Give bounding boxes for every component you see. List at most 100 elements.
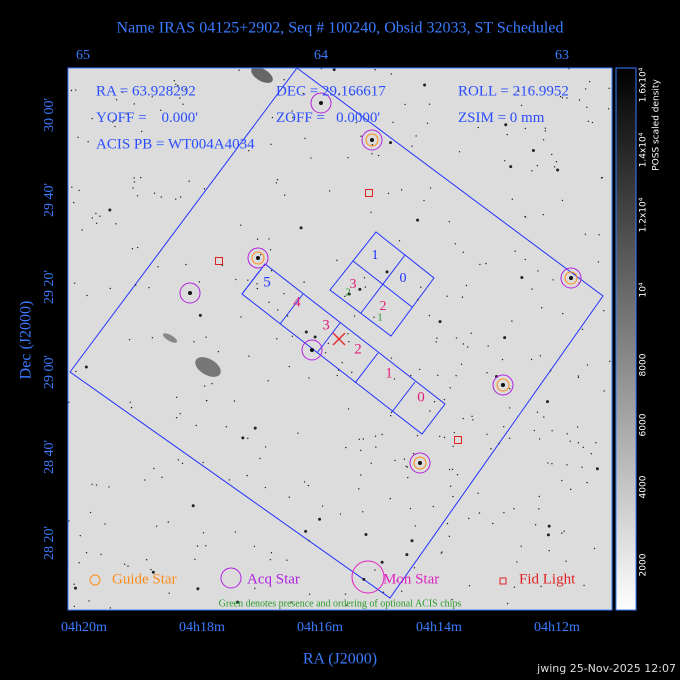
star-dot xyxy=(304,330,308,334)
star-dot xyxy=(520,545,522,547)
star-dot xyxy=(403,458,406,460)
star-dot xyxy=(412,452,415,455)
chip-label: 0 xyxy=(400,271,407,286)
star-dot xyxy=(438,320,442,324)
star-dot xyxy=(603,390,605,392)
star-dot xyxy=(411,145,413,147)
star-dot xyxy=(332,68,336,72)
star-dot xyxy=(400,590,403,592)
star-dot xyxy=(539,355,542,357)
star-dot xyxy=(151,570,155,574)
star-dot xyxy=(462,343,465,345)
star-dot xyxy=(381,433,383,436)
star-dot xyxy=(456,473,459,476)
star-dot xyxy=(586,481,588,484)
star-dot xyxy=(336,374,338,377)
star-dot xyxy=(551,153,553,156)
star-dot xyxy=(304,137,306,140)
star-dot xyxy=(193,341,195,343)
star-dot xyxy=(362,438,365,440)
star-dot xyxy=(586,364,589,366)
star-dot xyxy=(198,313,202,317)
star-dot xyxy=(111,121,114,123)
star-dot xyxy=(74,586,78,590)
star-dot xyxy=(324,352,327,354)
star-dot xyxy=(276,179,279,181)
star-dot xyxy=(513,507,515,510)
guide-star xyxy=(496,378,510,392)
chip-label: 2 xyxy=(380,299,387,314)
star-dot xyxy=(578,99,581,101)
star-dot xyxy=(486,372,488,374)
star-dot xyxy=(520,276,524,280)
star-dot xyxy=(299,226,303,230)
star-dot xyxy=(78,189,80,192)
legend-label: Mon Star xyxy=(383,571,439,587)
top-tick-label: 64 xyxy=(314,48,328,63)
star-dot xyxy=(256,238,259,240)
star-dot xyxy=(348,340,350,343)
star-dot xyxy=(347,408,350,410)
star-dot xyxy=(547,462,549,464)
star-dot xyxy=(115,99,118,101)
star-dot xyxy=(89,511,92,514)
star-dot xyxy=(344,295,346,298)
star-dot xyxy=(347,292,351,296)
bottom-tick-label: 04h12m xyxy=(534,620,580,635)
star-dot xyxy=(448,221,450,223)
star-dot xyxy=(203,385,206,387)
star-dot xyxy=(132,187,134,189)
star-dot xyxy=(86,294,88,297)
star-dot xyxy=(435,341,437,343)
star-dot xyxy=(583,584,585,587)
star-dot xyxy=(566,433,568,435)
info-text: DEC = 29.166617 xyxy=(276,83,386,99)
star-dot xyxy=(140,176,142,179)
star-dot xyxy=(503,511,505,514)
star-dot xyxy=(161,476,163,479)
star-dot xyxy=(454,243,457,245)
star-dot xyxy=(569,440,571,442)
star-dot xyxy=(556,168,560,172)
star-dot xyxy=(78,562,80,564)
star-dot xyxy=(133,181,136,183)
star-dot xyxy=(538,438,541,440)
star-dot xyxy=(144,479,146,481)
star-dot xyxy=(506,602,509,605)
star-dot xyxy=(547,524,551,528)
star-dot xyxy=(503,426,505,428)
star-dot xyxy=(389,497,391,500)
star-dot xyxy=(436,337,438,339)
star-dot xyxy=(405,553,409,557)
star-dot xyxy=(569,276,573,280)
star-dot xyxy=(157,265,159,268)
colorbar-tick-label: 8000 xyxy=(639,353,649,376)
star-dot xyxy=(254,587,256,590)
legend-label: Acq Star xyxy=(247,571,300,587)
star-dot xyxy=(446,522,449,525)
star-dot xyxy=(400,189,403,191)
star-dot xyxy=(264,446,267,448)
star-dot xyxy=(524,216,527,218)
chip-label: 1 xyxy=(372,248,379,263)
star-dot xyxy=(503,160,506,162)
star-dot xyxy=(95,222,98,224)
star-dot xyxy=(351,371,353,374)
star-dot xyxy=(283,293,285,295)
star-dot xyxy=(565,560,567,562)
star-dot xyxy=(358,287,362,291)
left-tick-label: 30 00' xyxy=(42,98,57,132)
star-dot xyxy=(418,461,422,465)
star-dot xyxy=(339,513,342,515)
star-dot xyxy=(531,170,533,172)
acq-star xyxy=(492,374,514,396)
star-dot xyxy=(392,121,394,124)
star-dot xyxy=(544,130,546,132)
star-dot xyxy=(153,192,156,194)
star-dot xyxy=(70,89,73,92)
star-dot xyxy=(73,605,76,608)
star-dot xyxy=(155,525,158,527)
star-dot xyxy=(569,488,572,491)
star-dot xyxy=(91,117,93,120)
field-of-view xyxy=(69,68,604,599)
